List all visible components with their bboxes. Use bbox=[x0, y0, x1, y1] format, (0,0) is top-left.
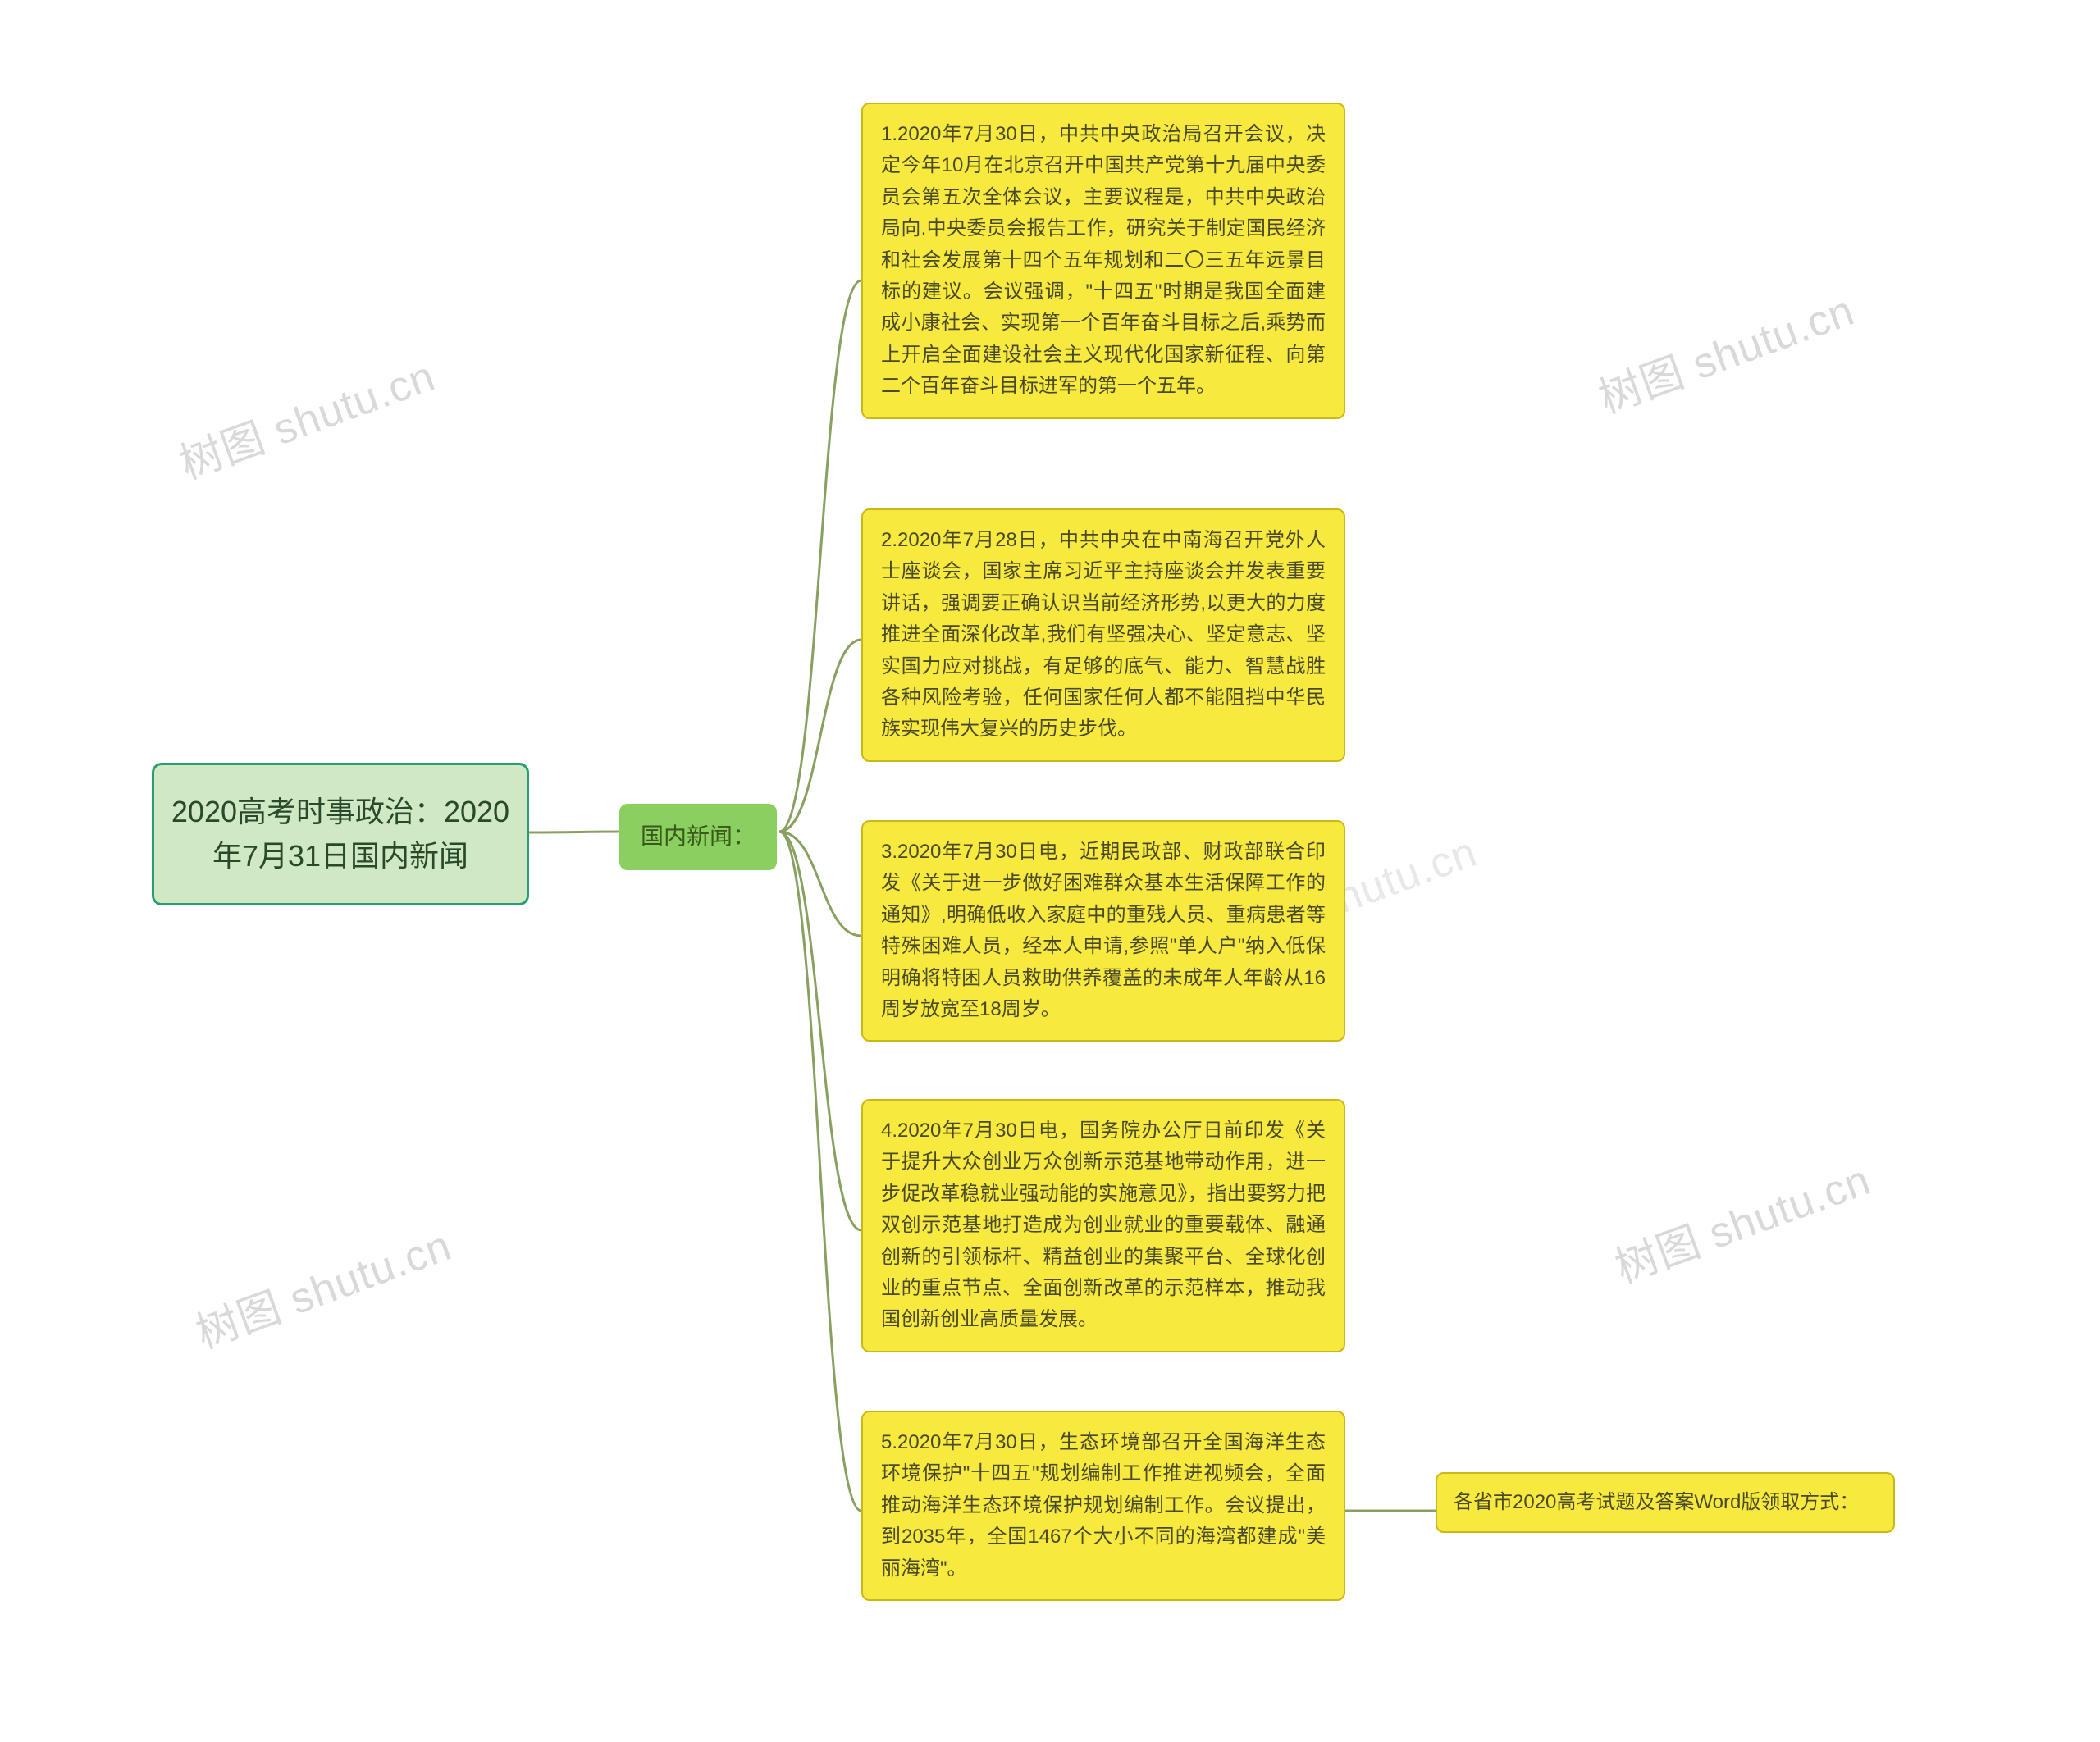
item-text: 1.2020年7月30日，中共中央政治局召开会议，决定今年10月在北京召开中国共… bbox=[881, 123, 1326, 397]
item-text: 4.2020年7月30日电，国务院办公厅日前印发《关于提升大众创业万众创新示范基… bbox=[881, 1120, 1326, 1330]
mindmap-item-4[interactable]: 4.2020年7月30日电，国务院办公厅日前印发《关于提升大众创业万众创新示范基… bbox=[861, 1099, 1345, 1352]
leaf-text: 各省市2020高考试题及答案Word版领取方式： bbox=[1454, 1491, 1859, 1513]
mindmap-leaf-answer-source[interactable]: 各省市2020高考试题及答案Word版领取方式： bbox=[1436, 1472, 1895, 1533]
mindmap-branch-domestic-news[interactable]: 国内新闻： bbox=[619, 804, 777, 870]
mindmap-root[interactable]: 2020高考时事政治：2020年7月31日国内新闻 bbox=[152, 763, 529, 905]
watermark: 树图 shutu.cn bbox=[1589, 276, 1861, 426]
item-text: 2.2020年7月28日，中共中央在中南海召开党外人士座谈会，国家主席习近平主持… bbox=[881, 529, 1326, 740]
watermark: 树图 shutu.cn bbox=[1605, 1146, 1878, 1295]
mindmap-item-2[interactable]: 2.2020年7月28日，中共中央在中南海召开党外人士座谈会，国家主席习近平主持… bbox=[861, 508, 1345, 762]
watermark: 树图 shutu.cn bbox=[186, 1211, 459, 1361]
mindmap-item-3[interactable]: 3.2020年7月30日电，近期民政部、财政部联合印发《关于进一步做好困难群众基… bbox=[861, 820, 1345, 1042]
root-text: 2020高考时事政治：2020年7月31日国内新闻 bbox=[171, 795, 509, 873]
watermark: 树图 shutu.cn bbox=[170, 342, 442, 491]
mindmap-item-5[interactable]: 5.2020年7月30日，生态环境部召开全国海洋生态环境保护"十四五"规划编制工… bbox=[861, 1411, 1345, 1601]
item-text: 3.2020年7月30日电，近期民政部、财政部联合印发《关于进一步做好困难群众基… bbox=[881, 841, 1326, 1020]
item-text: 5.2020年7月30日，生态环境部召开全国海洋生态环境保护"十四五"规划编制工… bbox=[881, 1431, 1326, 1580]
branch-label: 国内新闻： bbox=[641, 823, 756, 849]
mindmap-item-1[interactable]: 1.2020年7月30日，中共中央政治局召开会议，决定今年10月在北京召开中国共… bbox=[861, 103, 1345, 419]
